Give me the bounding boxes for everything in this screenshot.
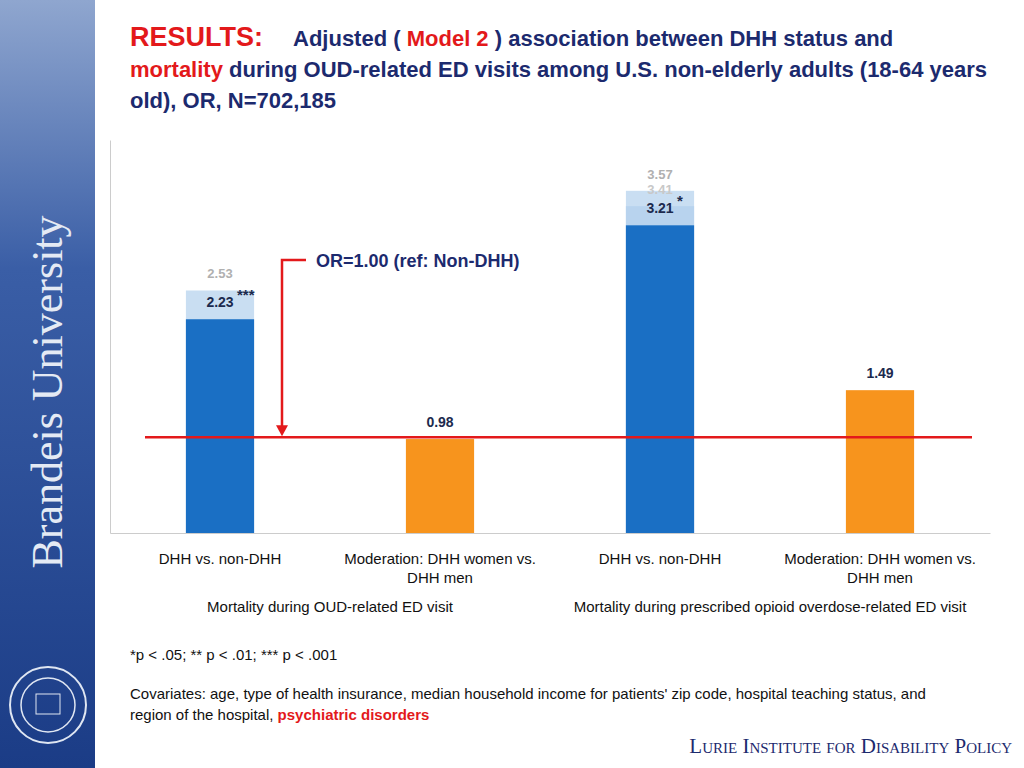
bars xyxy=(186,191,914,533)
data-label: 3.57 xyxy=(647,167,672,182)
bar xyxy=(626,206,694,533)
space xyxy=(489,26,495,51)
y-axis xyxy=(110,141,111,534)
x-tick: DHH vs. non-DHH xyxy=(599,550,722,567)
bar xyxy=(626,191,694,533)
seal-part xyxy=(21,678,75,732)
title: RESULTS: Adjusted ( Model 2 ) association… xyxy=(130,22,990,116)
data-label: 2.53 xyxy=(207,266,232,281)
title-part: Model 2 xyxy=(407,26,489,51)
seal xyxy=(10,667,86,743)
x-tick-label-line: Moderation: DHH women vs. xyxy=(784,550,976,567)
data-label: 0.98 xyxy=(426,414,453,430)
title-part: during OUD-related ED visits among U.S. … xyxy=(130,57,987,113)
x-tick-label-line: Moderation: DHH women vs. xyxy=(344,550,536,567)
seal-part xyxy=(36,694,60,714)
data-label: 2.23 xyxy=(206,294,233,310)
x-tick: DHH vs. non-DHH xyxy=(159,550,282,567)
x-axis-line xyxy=(111,533,991,534)
reference-line xyxy=(145,436,972,439)
title-part: Adjusted ( xyxy=(293,26,401,51)
x-tick-label-line: DHH men xyxy=(847,569,913,586)
x-tick-label-line: DHH vs. non-DHH xyxy=(159,550,282,567)
data-label: 3.21 xyxy=(646,200,673,216)
x-tick: Moderation: DHH women vs. DHH men xyxy=(784,550,976,587)
title-part: RESULTS: xyxy=(130,22,263,52)
data-labels: 2.53 3.573.41 2.23 0.98 3.21 1.49 xyxy=(206,167,893,430)
y-axis-line xyxy=(110,141,111,534)
x-tick-label: DHH vs. non-DHH xyxy=(159,550,282,567)
reference-arrow xyxy=(282,260,306,427)
x-tick-label: Moderation: DHH women vs. DHH men xyxy=(784,550,976,587)
space xyxy=(401,26,407,51)
title-part: ) association between DHH status and xyxy=(495,26,894,51)
reference-arrowhead xyxy=(276,425,288,436)
footnote: *p < .05; ** p < .01; *** p < .001 xyxy=(130,646,337,663)
sidebar xyxy=(0,0,95,768)
x-tick-label-line: DHH men xyxy=(407,569,473,586)
covariates-part: Covariates: age, type of health insuranc… xyxy=(130,685,926,723)
covariates-part: psychiatric disorders xyxy=(278,706,430,723)
data-label: 1.49 xyxy=(866,365,893,381)
significance: * xyxy=(677,192,683,209)
slide: Brandeis University OR=1.00 (ref: Non-DHH… xyxy=(0,0,1024,768)
x-tick-label: Moderation: DHH women vs. DHH men xyxy=(344,550,536,587)
x-tick: Moderation: DHH women vs. DHH men xyxy=(344,550,536,587)
x-tick-label-line: DHH vs. non-DHH xyxy=(599,550,722,567)
data-label: 3.41 xyxy=(647,182,672,197)
seal-part xyxy=(10,667,86,743)
group-label: Mortality during OUD-related ED visit xyxy=(207,598,454,615)
footer: Lurie Institute for Disability Policy xyxy=(689,734,1012,758)
significance: *** xyxy=(237,286,255,303)
bar xyxy=(626,225,694,533)
bar xyxy=(186,319,254,533)
bar xyxy=(846,390,914,533)
bar xyxy=(406,439,474,533)
x-axis: DHH vs. non-DHH Moderation: DHH women vs.… xyxy=(111,534,991,587)
space xyxy=(273,706,277,723)
branding: Brandeis University xyxy=(23,215,72,568)
bar xyxy=(186,290,254,533)
covariates: Covariates: age, type of health insuranc… xyxy=(130,683,960,725)
reference-label: OR=1.00 (ref: Non-DHH) xyxy=(316,251,520,271)
space xyxy=(223,57,229,82)
x-tick-label: DHH vs. non-DHH xyxy=(599,550,722,567)
title-part: mortality xyxy=(130,57,223,82)
group-label: Mortality during prescribed opioid overd… xyxy=(574,598,968,615)
